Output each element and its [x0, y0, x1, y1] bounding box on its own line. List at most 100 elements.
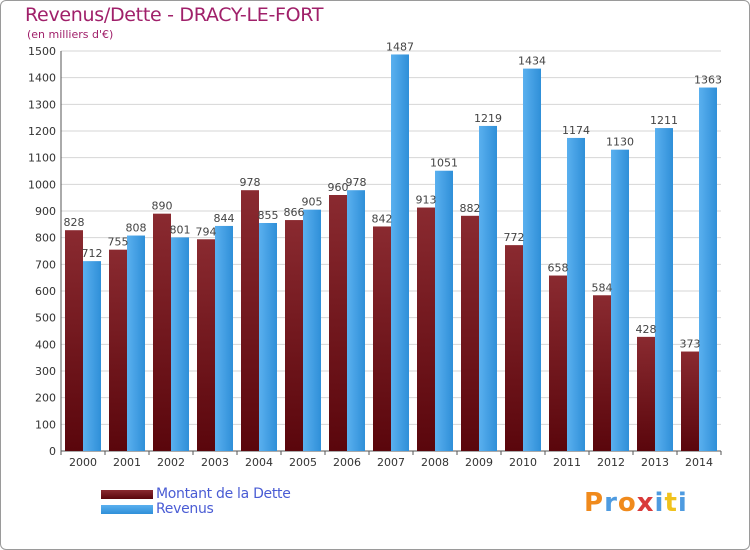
bar-revenus [303, 209, 321, 451]
bar-dette [681, 351, 699, 451]
y-tick-label: 1000 [28, 178, 56, 191]
bar-revenus [83, 261, 101, 451]
data-label-revenus: 712 [82, 247, 103, 260]
bar-dette [549, 275, 567, 451]
bar-dette [329, 195, 347, 451]
bar-revenus [479, 125, 497, 451]
bar-dette [373, 226, 391, 451]
bar-dette [197, 239, 215, 451]
logo-letter: o [617, 488, 637, 518]
y-tick-label: 1300 [28, 98, 56, 111]
y-tick-label: 500 [35, 312, 56, 325]
bar-revenus [171, 237, 189, 451]
axis-layer: 0 100 200 300 400 500 600 700 800 900 1000 1100 1200… [28, 45, 722, 469]
y-tick-label: 800 [35, 232, 56, 245]
bar-dette [153, 213, 171, 451]
y-tick-label: 1500 [28, 45, 56, 58]
data-label-revenus: 1130 [606, 136, 634, 149]
bar-dette [241, 190, 259, 451]
x-tick-label: 2011 [553, 456, 581, 469]
data-label-dette: 658 [548, 262, 569, 275]
bar-revenus [611, 149, 629, 451]
logo-letter: i [677, 488, 688, 518]
data-label-revenus: 1363 [694, 74, 722, 87]
bar-dette [109, 249, 127, 451]
data-label-dette: 828 [64, 216, 85, 229]
bar-revenus [215, 225, 233, 451]
logo-letter: t [664, 488, 678, 518]
data-label-dette: 978 [240, 176, 261, 189]
data-label-dette: 755 [108, 236, 129, 249]
data-label-revenus: 905 [302, 196, 323, 209]
data-label-revenus: 1487 [386, 40, 414, 53]
x-tick-label: 2007 [377, 456, 405, 469]
x-tick-label: 2013 [641, 456, 669, 469]
data-label-dette: 890 [152, 200, 173, 213]
bar-dette [505, 245, 523, 451]
y-tick-label: 100 [35, 418, 56, 431]
bar-revenus [699, 87, 717, 452]
bar-dette [417, 207, 435, 451]
data-label-dette: 428 [636, 323, 657, 336]
y-tick-label: 700 [35, 258, 56, 271]
x-tick-label: 2006 [333, 456, 361, 469]
x-tick-label: 2010 [509, 456, 537, 469]
data-label-revenus: 978 [346, 176, 367, 189]
data-label-dette: 772 [504, 231, 525, 244]
data-label-dette: 794 [196, 225, 217, 238]
bar-revenus [127, 235, 145, 451]
data-label-revenus: 1051 [430, 157, 458, 170]
data-label-dette: 882 [460, 202, 481, 215]
bar-revenus [391, 54, 409, 451]
data-label-dette: 960 [328, 181, 349, 194]
logo-letter: x [636, 488, 655, 518]
legend-swatch-revenus [101, 505, 153, 514]
x-tick-label: 2008 [421, 456, 449, 469]
bar-revenus [435, 170, 453, 451]
x-tick-label: 2000 [69, 456, 97, 469]
bar-revenus [655, 128, 673, 452]
bar-revenus [259, 223, 277, 451]
x-tick-label: 2001 [113, 456, 141, 469]
y-tick-label: 300 [35, 365, 56, 378]
x-tick-label: 2014 [685, 456, 713, 469]
bar-revenus [523, 68, 541, 451]
data-label-revenus: 1211 [650, 114, 678, 127]
data-label-revenus: 808 [126, 222, 147, 235]
bar-dette [461, 215, 479, 451]
x-tick-label: 2003 [201, 456, 229, 469]
y-tick-label: 600 [35, 285, 56, 298]
legend-label-dette: Montant de la Dette [156, 486, 291, 502]
data-label-revenus: 844 [214, 212, 235, 225]
bar-dette [637, 336, 655, 451]
data-label-dette: 866 [284, 206, 305, 219]
data-label-dette: 913 [416, 194, 437, 207]
legend-swatch-dette [101, 490, 153, 499]
data-label-dette: 373 [680, 338, 701, 351]
bar-layer [65, 54, 717, 452]
data-label-revenus: 801 [170, 223, 191, 236]
x-tick-label: 2012 [597, 456, 625, 469]
bar-dette [285, 220, 303, 451]
logo-letter: r [604, 488, 618, 518]
data-label-revenus: 1219 [474, 112, 502, 125]
x-tick-label: 2002 [157, 456, 185, 469]
proxiti-logo: Proxiti [584, 488, 688, 518]
chart-subtitle: (en milliers d'€) [27, 28, 114, 41]
y-tick-label: 900 [35, 205, 56, 218]
bar-revenus [567, 137, 585, 451]
data-label-revenus: 1434 [518, 55, 546, 68]
y-tick-label: 200 [35, 392, 56, 405]
x-tick-label: 2009 [465, 456, 493, 469]
logo-letter: i [654, 488, 665, 518]
logo-letter: P [584, 488, 605, 518]
x-tick-label: 2004 [245, 456, 273, 469]
y-tick-label: 0 [49, 445, 56, 458]
chart-title: Revenus/Dette - DRACY-LE-FORT [25, 4, 324, 26]
x-tick-label: 2005 [289, 456, 317, 469]
data-label-dette: 584 [592, 281, 613, 294]
bar-dette [65, 230, 83, 451]
data-label-dette: 842 [372, 212, 393, 225]
